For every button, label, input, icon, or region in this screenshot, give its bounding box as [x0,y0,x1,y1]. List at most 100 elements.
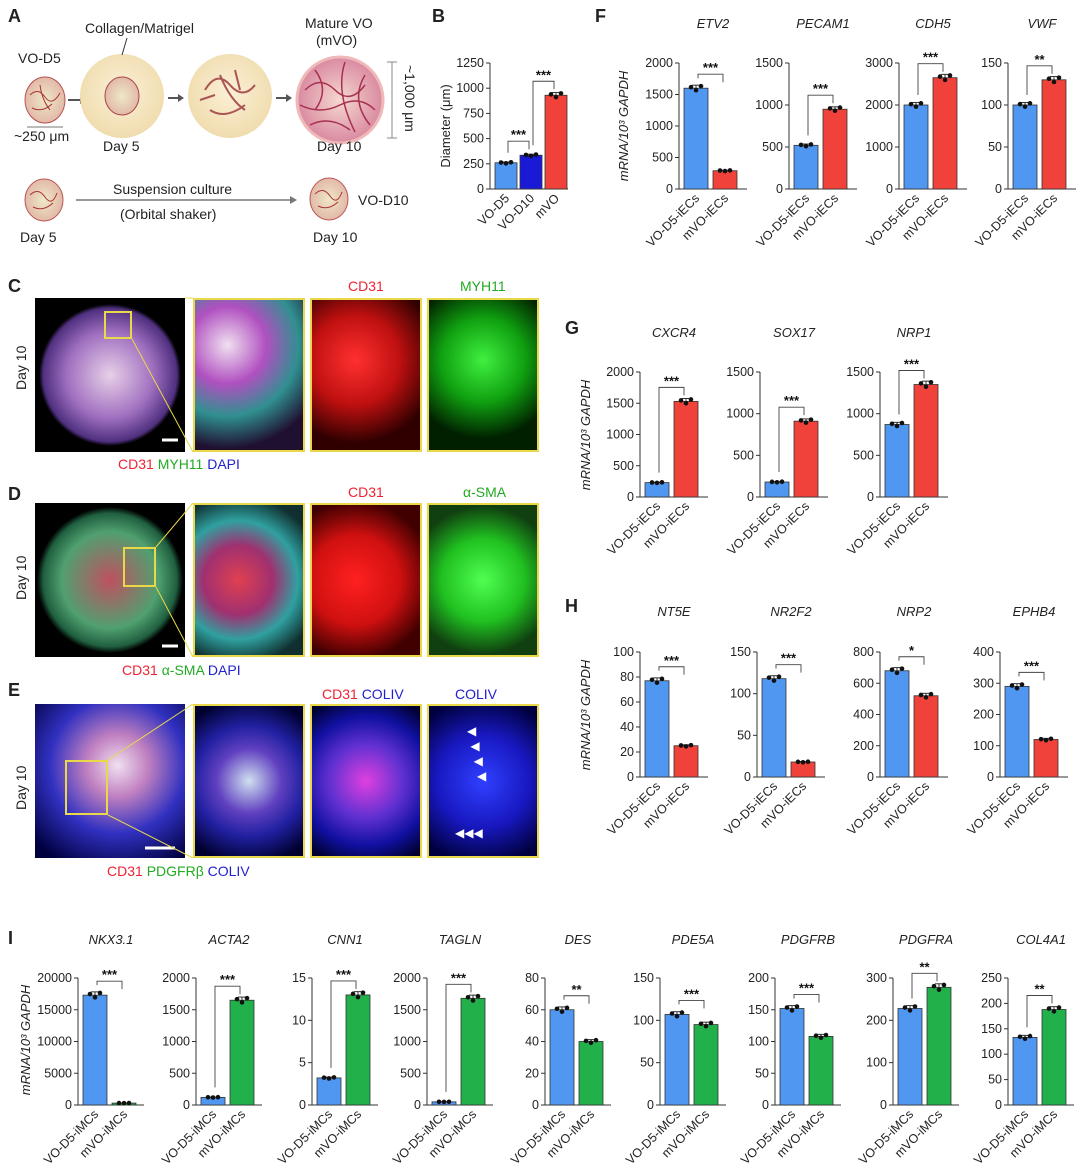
bar-VO-D5 [494,162,518,190]
data-point [1051,79,1057,85]
data-point [688,742,694,748]
data-point [798,418,804,423]
data-point [913,104,919,109]
significance-label: *** [511,127,527,142]
data-point [234,996,240,1002]
data-point [813,1033,819,1039]
arrow-icon [168,94,184,102]
label-size-small: ~250 μm [14,128,70,144]
y-tick-label: 60 [525,1003,539,1017]
data-point [827,106,833,111]
data-point [771,678,777,683]
y-tick-label: 0 [65,1098,72,1112]
y-tick-label: 50 [755,1066,769,1080]
label-e-cd31-coliv: CD31 COLIV [322,686,404,702]
significance-label: *** [703,60,719,75]
micrograph-c-myh11 [427,298,539,452]
label-day5-b: Day 5 [20,229,57,245]
data-point [818,1035,824,1041]
chart-tagln: TAGLN0500100015002000VO-D5-iMCsmVO-iMCs*… [390,932,493,1167]
bar-mVO-iMCs [578,1041,604,1106]
data-point [205,1095,211,1100]
significance-bracket [658,386,685,473]
chart-title: PDGFRB [781,932,836,947]
y-tick-label: 750 [463,106,484,120]
data-point [894,670,900,676]
significance-label: *** [1024,658,1040,673]
bar-VO-D5-iMCs [664,1014,690,1106]
bar-mVO-iMCs [1041,1009,1067,1106]
data-point [564,1005,570,1011]
data-point [703,1023,709,1029]
y-tick-label: 0 [647,1098,654,1112]
data-point [548,92,554,97]
label-c-cd31: CD31 [348,278,384,294]
data-point [923,384,929,390]
y-tick-label: 500 [762,140,783,154]
data-point [355,994,361,1000]
data-point [931,983,937,989]
data-point [528,153,534,159]
bar-mVO-iECs [913,695,939,778]
y-tick-label: 0 [744,770,751,784]
legend-cd31: CD31 [118,456,154,472]
data-point [1022,104,1028,109]
y-tick-label: 200 [973,708,994,722]
data-point [1009,683,1015,688]
y-tick-label: 0 [183,1098,190,1112]
data-point [87,991,93,997]
label-e-coliv: COLIV [455,686,498,702]
y-tick-label: 0 [995,1098,1002,1112]
chart-title: CXCR4 [652,325,696,340]
data-point [244,995,250,1001]
y-tick-label: 250 [981,971,1002,985]
chart-title: NRP2 [897,604,932,619]
organoid-vo-d5 [24,76,66,124]
data-point [321,1075,327,1080]
data-point [558,91,564,96]
collagen-pointer [121,37,128,56]
bar-VO-D5-iECs [1004,685,1030,778]
legend-pdgfrb: PDGFRβ [146,863,204,879]
data-point [659,676,665,682]
y-axis-label-mrna: mRNA/10³ GAPDH [578,659,593,770]
chart-title: EPHB4 [1013,604,1056,619]
significance-bracket [1026,65,1053,95]
y-tick-label: 0 [987,770,994,784]
legend-dapi: DAPI [207,662,241,678]
arrowhead-icons: ◀◀◀ [455,826,483,840]
y-tick-label: 150 [981,1022,1002,1036]
bar-VO-D5-iMCs [779,1008,805,1106]
bar-mVO-iMCs [926,986,952,1106]
label-collagen: Collagen/Matrigel [85,20,194,36]
y-tick-label: 500 [733,448,754,462]
data-point [1046,1006,1052,1011]
y-tick-label: 300 [866,971,887,985]
y-tick-label: 2000 [865,98,893,112]
y-tick-label: 1500 [393,1003,421,1017]
label-vo-d10: VO-D10 [358,192,409,208]
bar-mVO-iECs [712,170,738,190]
bar-VO-D5-iECs [884,424,910,498]
y-tick-label: 100 [981,1047,1002,1061]
bar-mVO-iECs [1033,739,1059,778]
y-tick-label: 20000 [37,971,72,985]
chart-title: NT5E [657,604,691,619]
panel-letter-e: E [8,680,21,700]
y-tick-label: 80 [620,670,634,684]
data-point [918,101,924,106]
significance-label: *** [904,357,920,372]
data-point [523,152,529,158]
data-point [779,479,785,485]
bar-VO-D5-iMCs [82,994,108,1106]
data-point [116,1100,122,1106]
label-day5: Day 5 [103,138,140,154]
y-tick-label: 400 [973,645,994,659]
data-point [912,1004,918,1009]
data-point [1043,737,1049,743]
y-tick-label: 150 [748,1003,769,1017]
